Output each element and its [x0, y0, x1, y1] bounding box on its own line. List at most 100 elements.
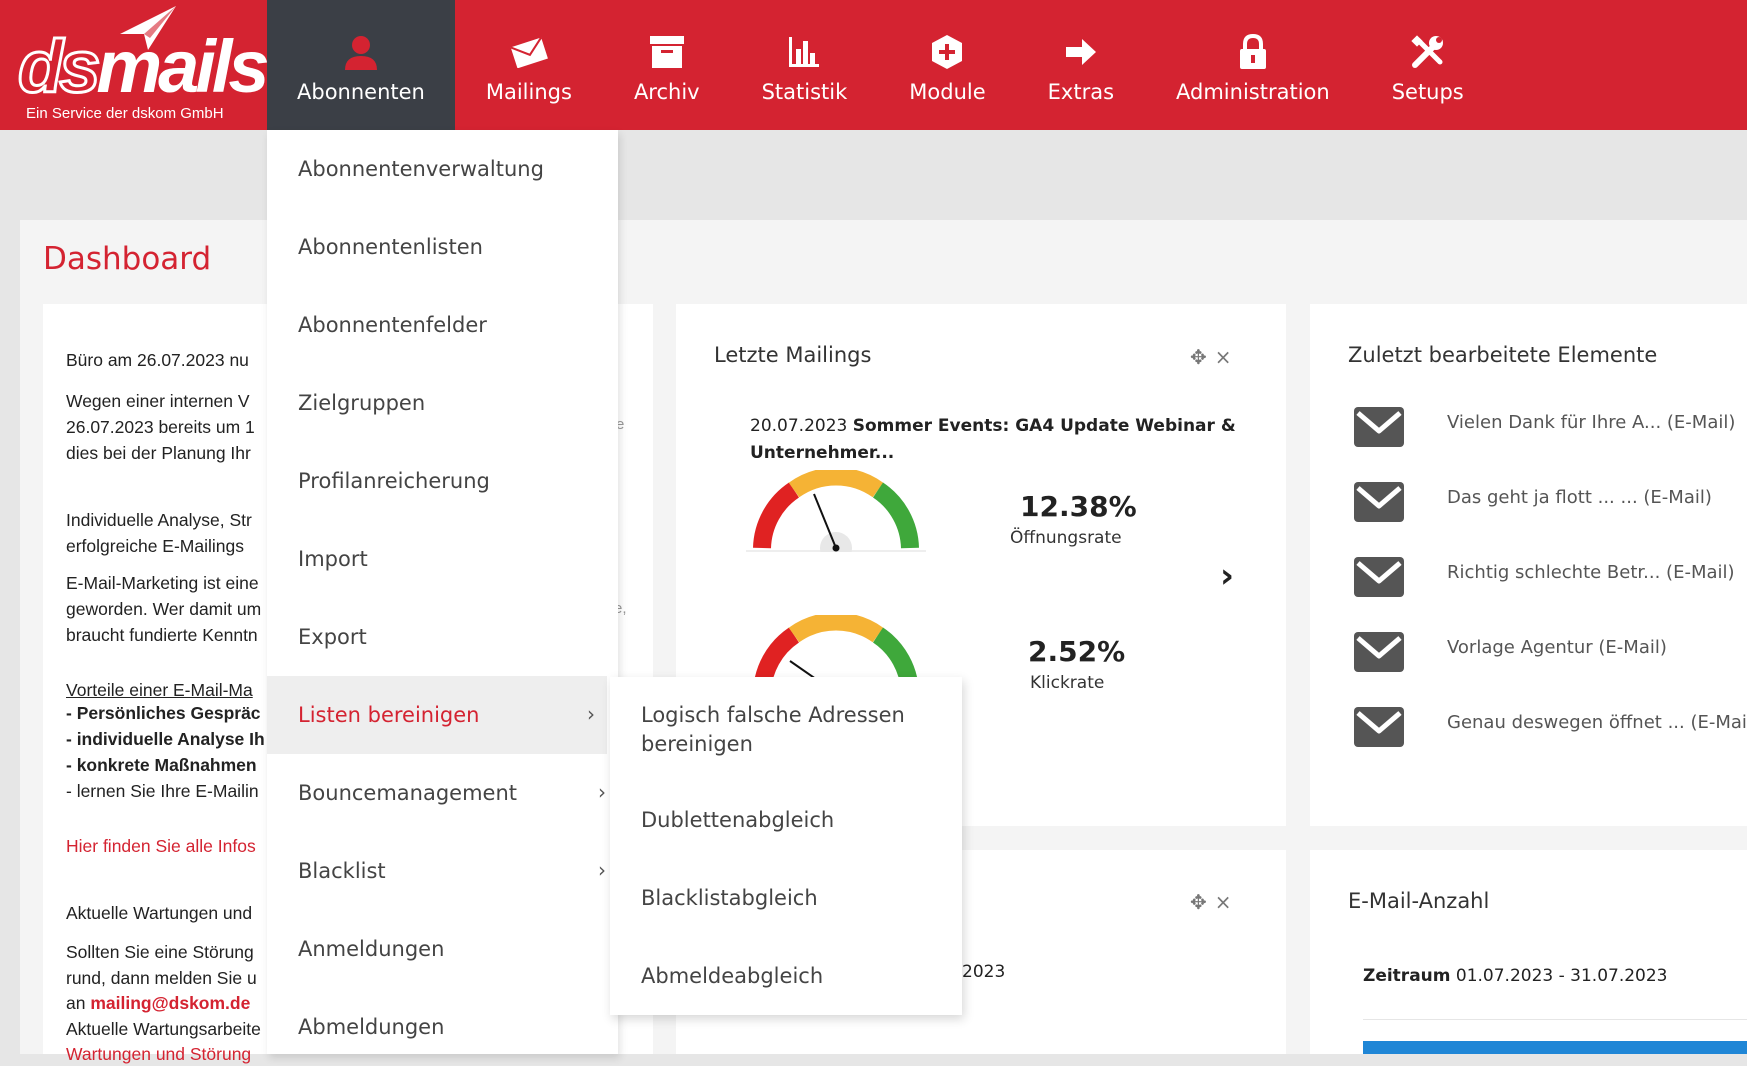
envelope-icon: [1354, 407, 1404, 447]
tools-icon: [1410, 30, 1446, 74]
second-card-tools: ✥×: [1190, 890, 1240, 914]
news-p3-line5[interactable]: Wartungen und Störung: [66, 1044, 252, 1064]
dropdown-item-abonnentenverwaltung[interactable]: Abonnentenverwaltung: [267, 130, 618, 208]
recent-element-link[interactable]: Vorlage Agentur (E-Mail): [1447, 637, 1667, 658]
news-info-link[interactable]: Hier finden Sie alle Infos: [66, 836, 256, 856]
recent-element-link[interactable]: Das geht ja flott ... ... (E-Mail): [1447, 487, 1712, 508]
dropdown-item-bouncemanagement[interactable]: Bouncemanagement ›: [267, 754, 618, 832]
email-count-period: Zeitraum 01.07.2023 - 31.07.2023: [1363, 966, 1668, 986]
dropdown-item-label: Listen bereinigen: [298, 703, 480, 727]
recent-element-link[interactable]: Vielen Dank für Ihre A... (E-Mail): [1447, 412, 1736, 433]
news-heading-3: Aktuelle Wartungen und: [66, 903, 253, 923]
second-card-date: 2023: [962, 962, 1006, 982]
chevron-right-icon: ›: [598, 858, 606, 882]
news-heading-2-line1: Individuelle Analyse, Str: [66, 510, 252, 530]
mailing-subject[interactable]: 20.07.2023 Sommer Events: GA4 Update Web…: [750, 416, 1236, 436]
submenu-dublettenabgleich[interactable]: Dublettenabgleich: [641, 808, 835, 832]
email-count-card: [1310, 850, 1747, 1054]
dropdown-item-profilanreicherung[interactable]: Profilanreicherung: [267, 442, 618, 520]
dropdown-item-listen-bereinigen[interactable]: Listen bereinigen ›: [267, 676, 607, 754]
dropdown-item-abonnentenfelder[interactable]: Abonnentenfelder: [267, 286, 618, 364]
nav-setups[interactable]: Setups: [1361, 0, 1495, 130]
nav-mailings[interactable]: Mailings: [455, 0, 603, 130]
user-icon: [344, 30, 378, 74]
dropdown-item-zielgruppen[interactable]: Zielgruppen: [267, 364, 618, 442]
submenu-blacklistabgleich[interactable]: Blacklistabgleich: [641, 886, 818, 910]
recent-element-link[interactable]: Genau deswegen öffnet ... (E-Mail): [1447, 712, 1747, 733]
nav-extras[interactable]: Extras: [1017, 0, 1145, 130]
dsmails-logo[interactable]: dsmails Ein Service der dskom GmbH: [0, 0, 270, 130]
advantage-4: - lernen Sie Ihre E-Mailin: [66, 781, 259, 801]
envelope-icon: [509, 30, 549, 74]
mailing-subject-line1: Sommer Events: GA4 Update Webinar &: [852, 416, 1236, 436]
click-rate-value: 2.52%: [1028, 635, 1126, 668]
dropdown-item-blacklist[interactable]: Blacklist ›: [267, 832, 618, 910]
lock-icon: [1238, 30, 1268, 74]
news-stray-char: e: [616, 416, 625, 433]
logo-wordmark: dsmails: [16, 25, 269, 108]
close-icon[interactable]: ×: [1214, 345, 1240, 369]
news-heading-1: Büro am 26.07.2023 nu: [66, 350, 249, 370]
logo-tagline: Ein Service der dskom GmbH: [26, 105, 224, 122]
dropdown-item-import[interactable]: Import: [267, 520, 618, 598]
dropdown-item-label: Export: [298, 625, 367, 649]
last-mailings-title: Letzte Mailings: [714, 343, 872, 367]
move-icon[interactable]: ✥: [1190, 890, 1215, 914]
envelope-icon: [1354, 557, 1404, 597]
click-rate-gauge: [754, 615, 918, 677]
nav-administration[interactable]: Administration: [1145, 0, 1361, 130]
news-p3-line2: rund, dann melden Sie u: [66, 968, 257, 988]
dropdown-item-label: Abonnentenfelder: [298, 313, 487, 337]
dropdown-item-label: Import: [298, 547, 368, 571]
page-title: Dashboard: [43, 241, 212, 277]
news-p1-line1: Wegen einer internen V: [66, 391, 250, 411]
move-icon[interactable]: ✥: [1190, 345, 1215, 369]
email-count-title: E-Mail-Anzahl: [1348, 889, 1490, 913]
envelope-icon: [1354, 482, 1404, 522]
mailing-subject-line2: Unternehmer...: [750, 443, 895, 463]
news-p2-line1: E-Mail-Marketing ist eine: [66, 573, 259, 593]
abonnenten-dropdown: Abonnentenverwaltung Abonnentenlisten Abon…: [267, 130, 618, 1054]
dropdown-item-label: Profilanreicherung: [298, 469, 490, 493]
dropdown-item-abmeldungen[interactable]: Abmeldungen: [267, 988, 618, 1066]
submenu-abmeldeabgleich[interactable]: Abmeldeabgleich: [641, 964, 824, 988]
nav-statistik[interactable]: Statistik: [731, 0, 879, 130]
period-value: 01.07.2023 - 31.07.2023: [1455, 966, 1668, 986]
nav-abonnenten[interactable]: Abonnenten: [267, 0, 455, 130]
listen-bereinigen-submenu: Logisch falsche Adressen bereinigen Dubl…: [610, 677, 962, 1015]
nav-archiv[interactable]: Archiv: [603, 0, 731, 130]
dropdown-item-label: Anmeldungen: [298, 937, 445, 961]
nav-module[interactable]: Module: [878, 0, 1016, 130]
advantage-1: - Persönliches Gespräc: [66, 703, 261, 723]
bar-chart-icon: [787, 30, 821, 74]
advantage-3: - konkrete Maßnahmen: [66, 755, 257, 775]
open-rate-gauge: [746, 470, 926, 552]
main-nav: Abonnenten Mailings Archiv Statistik Mod…: [267, 0, 1495, 130]
dropdown-item-label: Blacklist: [298, 859, 386, 883]
mailing-date: 20.07.2023: [750, 416, 848, 436]
news-p1-line3: dies bei der Planung Ihr: [66, 443, 251, 463]
recent-element-link[interactable]: Richtig schlechte Betr... (E-Mail): [1447, 562, 1735, 583]
dropdown-item-label: Abonnentenlisten: [298, 235, 483, 259]
news-p1-line2: 26.07.2023 bereits um 1: [66, 417, 255, 437]
news-p3-line3: an mailing@dskom.de: [66, 993, 250, 1014]
paper-plane-icon: [120, 6, 176, 50]
arrow-right-icon: [1064, 30, 1098, 74]
archive-icon: [649, 30, 685, 74]
chevron-right-icon: ›: [587, 702, 595, 726]
next-mailing-arrow-icon[interactable]: ›: [1220, 556, 1235, 596]
news-p3-line1: Sollten Sie eine Störung: [66, 942, 254, 962]
last-mailings-tools: ✥×: [1190, 345, 1240, 369]
chevron-right-icon: ›: [598, 780, 606, 804]
submenu-logisch-falsche-adressen[interactable]: Logisch falsche Adressen bereinigen: [641, 703, 905, 756]
close-icon[interactable]: ×: [1214, 890, 1240, 914]
dropdown-item-label: Bouncemanagement: [298, 781, 518, 805]
plus-hexagon-icon: [930, 30, 964, 74]
recent-elements-title: Zuletzt bearbeitete Elemente: [1348, 343, 1658, 367]
dropdown-item-abonnentenlisten[interactable]: Abonnentenlisten: [267, 208, 618, 286]
news-p2-line3: braucht fundierte Kenntn: [66, 625, 258, 645]
support-email-link[interactable]: mailing@dskom.de: [90, 993, 251, 1013]
news-p3-prefix: an: [66, 993, 91, 1013]
dropdown-item-export[interactable]: Export: [267, 598, 618, 676]
dropdown-item-anmeldungen[interactable]: Anmeldungen: [267, 910, 618, 988]
